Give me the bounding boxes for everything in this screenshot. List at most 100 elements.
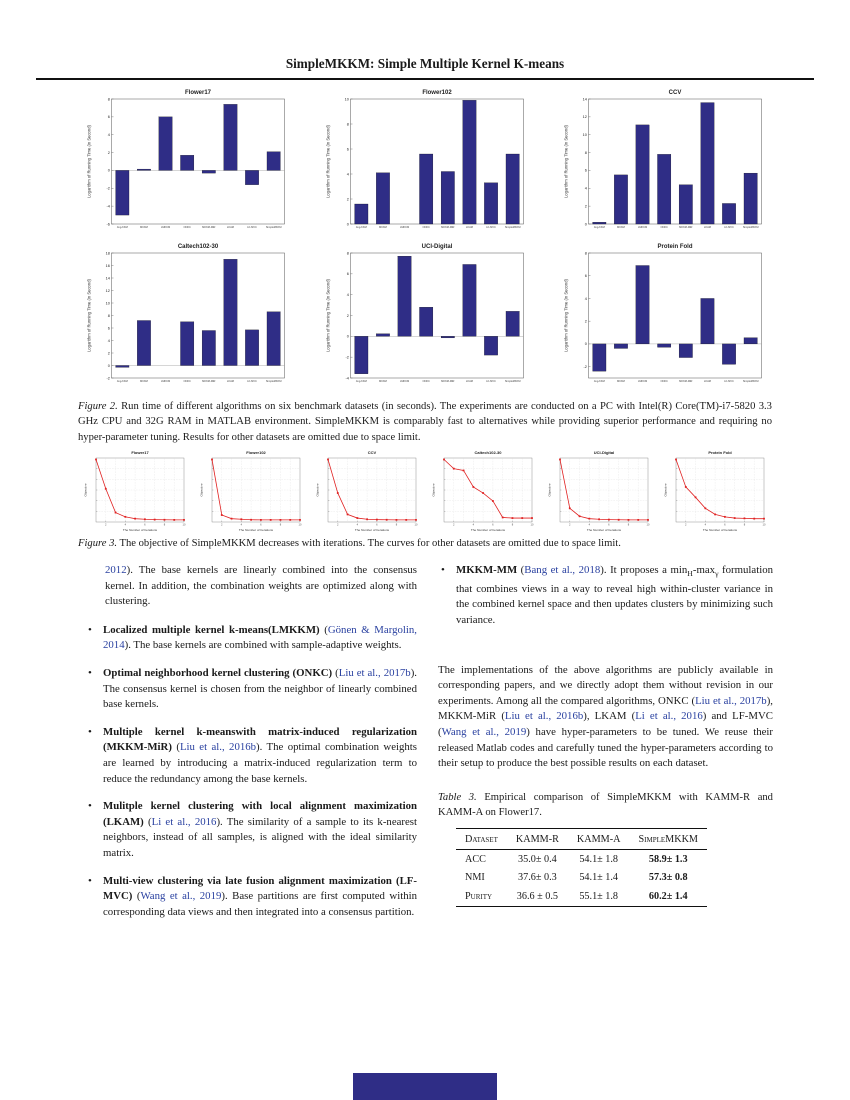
svg-text:8: 8 [280,522,282,526]
svg-text:MKKM: MKKM [379,379,387,383]
svg-text:ONKC: ONKC [422,225,430,229]
citation-link[interactable]: Li et al., 2016 [151,815,217,828]
table-cell: 54.1± 1.8 [579,853,619,865]
svg-text:8: 8 [512,522,514,526]
svg-text:The Number of Iterations: The Number of Iterations [239,528,274,532]
left-column: 2012). The base kernels are linearly com… [85,563,417,932]
svg-text:0: 0 [585,342,587,346]
line-chart-uci-digital: UCI-Digital 2 4 6 8 10 The Number of Iteration… [548,450,650,532]
svg-text:LKAM: LKAM [466,225,473,229]
citation-link[interactable]: Li et al., 2016 [635,710,703,723]
table-cell: 37.6± 0.3 [518,872,557,884]
svg-text:4: 4 [585,297,587,301]
svg-text:SimpleMKKM: SimpleMKKM [504,379,520,383]
table-cell: NMI [465,872,485,884]
svg-text:4: 4 [346,172,348,176]
svg-text:4: 4 [108,339,110,343]
svg-text:Logarithm of Running Time (in: Logarithm of Running Time (in Second) [564,124,569,197]
text-segment: ( [171,741,180,754]
svg-text:LKAM: LKAM [466,379,473,383]
text-segment: ). The similarity of a sample to its k-n… [103,815,417,859]
svg-text:Objective: Objective [664,483,668,496]
svg-text:8: 8 [585,251,587,255]
bullet-text: Mulitple kernel clustering with local al… [103,799,417,861]
svg-text:LF-MVC: LF-MVC [486,225,496,229]
svg-text:8: 8 [164,522,166,526]
text-segment: ). The base kernels are combined with sa… [124,639,402,652]
svg-text:2: 2 [585,204,587,208]
bullet-text: Optimal neighborhood kernel clustering (… [103,666,417,713]
svg-text:6: 6 [585,169,587,173]
svg-text:The Number of Iterations: The Number of Iterations [587,528,622,532]
right-column: • MKKM-MM (Bang et al., 2018). It propos… [438,563,773,932]
svg-text:0: 0 [108,364,110,368]
svg-text:Logarithm of Running Time (in: Logarithm of Running Time (in Second) [87,278,92,351]
svg-text:14: 14 [106,276,110,280]
svg-text:6: 6 [376,522,378,526]
table-3-caption: Table 3. Empirical comparison of SimpleM… [438,790,773,820]
svg-text:MKKM: MKKM [617,225,625,229]
svg-text:10: 10 [344,97,348,101]
svg-text:Flower102: Flower102 [246,450,266,455]
text-segment: Multi-view clustering via late fusion al… [103,874,417,903]
svg-text:ONKC: ONKC [661,379,669,383]
citation-link[interactable]: Liu et al., 2017b [338,666,411,679]
citation-link[interactable]: Wang et al., 2019 [441,725,527,738]
text-segment: ). The base kernels are linearly combine… [105,564,417,608]
svg-text:LKAM: LKAM [704,379,711,383]
svg-text:MKKM: MKKM [140,379,148,383]
citation-link[interactable]: Liu et al., 2016b [179,741,257,754]
svg-text:-4: -4 [107,204,110,208]
figure-3-caption: Figure 3. The objective of SimpleMKKM de… [78,536,772,551]
citation-link[interactable]: Liu et al., 2017b [695,694,767,707]
svg-text:MKKM-MiR: MKKM-MiR [202,225,215,229]
svg-text:8: 8 [396,522,398,526]
two-column-body: 2012). The base kernels are linearly com… [85,563,773,932]
svg-text:Avg-KKM: Avg-KKM [117,225,128,229]
svg-text:10: 10 [183,522,186,526]
svg-text:LMKKM: LMKKM [638,379,647,383]
svg-text:18: 18 [106,251,110,255]
paragraph: 2012). The base kernels are linearly com… [105,563,417,610]
svg-text:2: 2 [685,522,687,526]
svg-text:4: 4 [357,522,359,526]
svg-text:The Number of Iterations: The Number of Iterations [355,528,390,532]
svg-text:8: 8 [628,522,630,526]
svg-text:LF-MVC: LF-MVC [725,225,735,229]
table-header-row: Dataset KAMM-R KAMM-A SimpleMKKM [456,828,707,851]
citation-link[interactable]: 2012 [105,564,127,576]
text-segment: ( [143,815,152,828]
bullet-item-mkkm-mm: • MKKM-MM (Bang et al., 2018). It propos… [438,563,773,629]
svg-text:2: 2 [108,151,110,155]
citation-link[interactable]: Gönen & Margolin, 2014 [103,623,417,652]
bullet-text: Localized multiple kernel k-means(LMKKM)… [103,623,417,654]
table-row: Purity 36.6 ± 0.5 55.1± 1.8 60.2± 1.4 [456,887,707,906]
svg-text:0: 0 [108,169,110,173]
text-segment: ). The consensus kernel is chosen from t… [103,666,417,711]
citation-link[interactable]: Liu et al., 2016b [504,710,584,723]
text-segment: ). The optimal combination weights are l… [103,741,417,785]
citation-link[interactable]: Bang et al., 2018 [524,564,601,576]
column-header-kamm-a: KAMM-A [567,828,630,851]
svg-text:12: 12 [583,115,587,119]
svg-text:MKKM-MiR: MKKM-MiR [680,225,693,229]
text-segment: ) have hyper-parameters to be tuned. We … [438,725,774,770]
table-3: Dataset KAMM-R KAMM-A SimpleMKKM ACC 35.0… [456,827,707,908]
citation-link[interactable]: Wang et al., 2019 [140,890,222,903]
column-header-kamm-r: KAMM-R [506,828,568,851]
bullet-item-mkkm-mir: • Multiple kernel k-meanswith matrix-ind… [85,725,417,787]
svg-text:LMKKM: LMKKM [161,379,170,383]
text-segment: Figure 2. [78,401,118,412]
svg-text:-4: -4 [345,376,348,380]
table-cell: 54.1± 1.4 [579,872,619,884]
svg-text:6: 6 [346,272,348,276]
text-segment: Figure 3. [78,538,118,549]
svg-text:Logarithm of Running Time (in: Logarithm of Running Time (in Second) [564,278,569,351]
text-segment: γ [715,569,719,579]
svg-text:ONKC: ONKC [183,379,191,383]
line-chart-ccv: CCV 2 4 6 8 10 The Number of Iterations Objecti… [316,450,418,532]
svg-text:4: 4 [705,522,707,526]
text-segment: Run time of different algorithms on six … [78,401,772,443]
svg-text:10: 10 [763,522,766,526]
